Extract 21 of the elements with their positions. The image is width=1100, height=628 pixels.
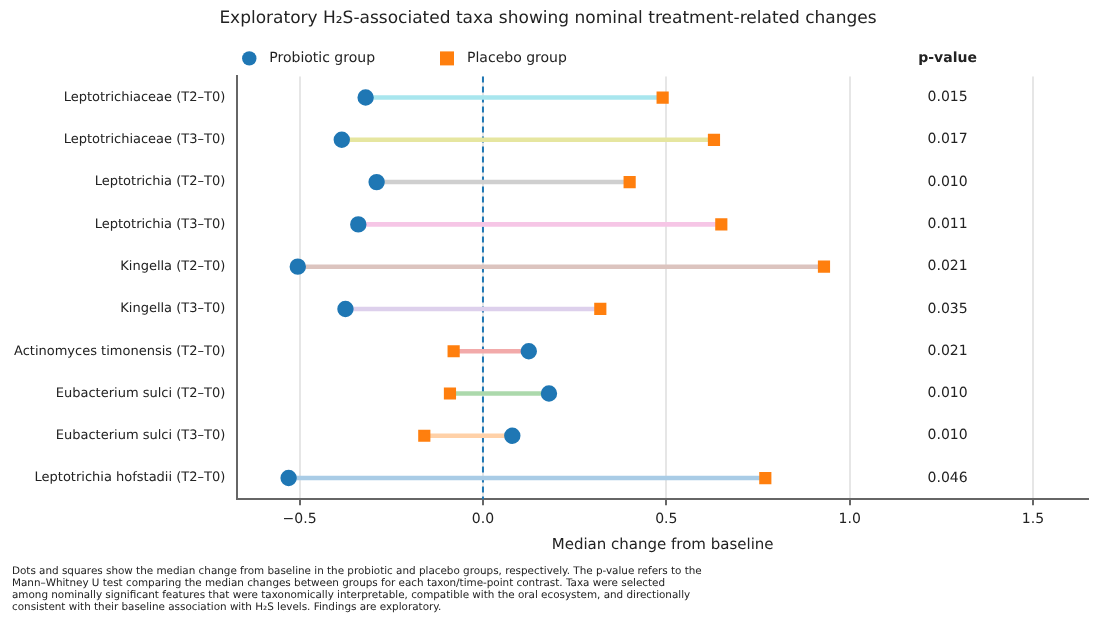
point bbox=[357, 89, 374, 106]
point bbox=[594, 302, 607, 316]
point bbox=[443, 387, 457, 400]
point bbox=[715, 218, 728, 231]
point bbox=[520, 343, 537, 360]
point bbox=[504, 427, 521, 444]
point bbox=[656, 91, 669, 104]
point bbox=[289, 258, 306, 275]
point bbox=[759, 471, 772, 485]
point bbox=[817, 260, 831, 273]
point bbox=[368, 173, 385, 191]
point bbox=[540, 385, 558, 402]
point bbox=[280, 469, 297, 487]
point bbox=[623, 176, 636, 189]
chart-title: Exploratory H₂S-associated taxa showing nominal treatment-related changes bbox=[219, 8, 878, 29]
point bbox=[707, 133, 721, 146]
point bbox=[333, 131, 350, 149]
point bbox=[337, 300, 354, 318]
point bbox=[447, 345, 460, 358]
point bbox=[350, 216, 367, 233]
point bbox=[418, 429, 431, 442]
